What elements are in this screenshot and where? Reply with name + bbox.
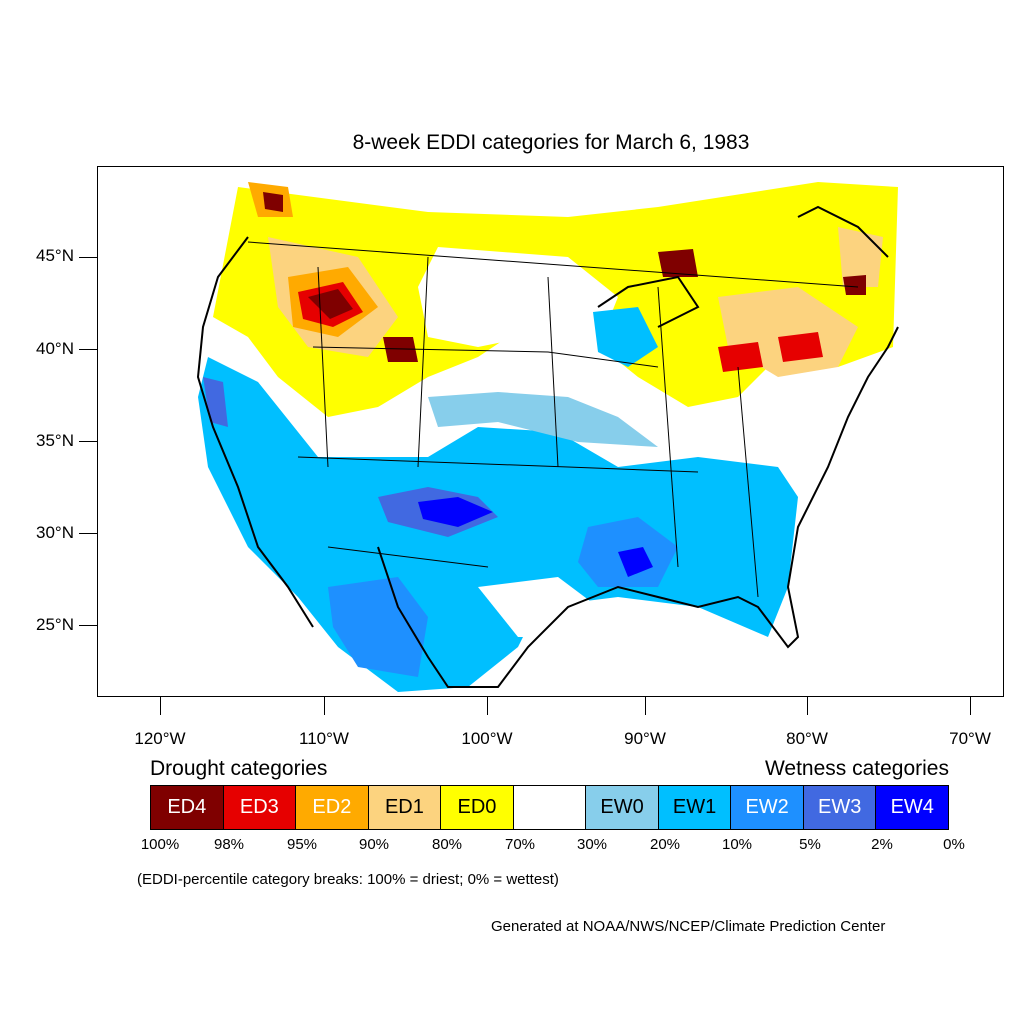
lat-tick xyxy=(79,441,97,442)
legend-box-ed1: ED1 xyxy=(368,786,442,829)
lon-tick xyxy=(487,697,488,715)
lat-label-45n: 45°N xyxy=(36,246,74,265)
lat-tick xyxy=(79,625,97,626)
lon-tick xyxy=(160,697,161,715)
region-ew4-mississippi xyxy=(618,547,653,577)
region-ed3-ny xyxy=(778,332,823,362)
percentile-label: 5% xyxy=(799,836,821,853)
lat-tick xyxy=(79,257,97,258)
map-plot-area xyxy=(97,166,1004,697)
legend-box-ed0: ED0 xyxy=(441,786,514,829)
wetness-categories-heading: Wetness categories xyxy=(764,757,949,780)
region-normal-northern-plains xyxy=(418,247,618,347)
credit-line: Generated at NOAA/NWS/NCEP/Climate Predi… xyxy=(491,918,886,935)
lat-tick xyxy=(79,349,97,350)
percentile-label: 70% xyxy=(504,836,536,853)
percentile-label: 100% xyxy=(140,836,180,853)
region-ew0-central xyxy=(428,392,658,447)
state-boundaries xyxy=(247,241,859,598)
percentile-label: 30% xyxy=(576,836,608,853)
lon-label-90w: 90°W xyxy=(624,729,666,748)
lat-label-40n: 40°N xyxy=(36,339,74,358)
coastlines xyxy=(196,205,899,688)
lon-tick xyxy=(970,697,971,715)
legend-box-ed2: ED2 xyxy=(296,786,369,829)
legend-box-ew4: EW4 xyxy=(876,786,949,829)
legend-box-ew3: EW3 xyxy=(803,786,877,829)
region-ed3-michigan xyxy=(718,342,763,372)
percentile-label: 95% xyxy=(286,836,318,853)
lon-label-110w: 110°W xyxy=(299,729,349,748)
category-breaks-note: (EDDI-percentile category breaks: 100% =… xyxy=(137,871,559,888)
legend-box-ed3: ED3 xyxy=(223,786,297,829)
region-ed4-ontario xyxy=(658,249,698,277)
map-title: 8-week EDDI categories for March 6, 1983 xyxy=(352,131,750,154)
lon-tick xyxy=(645,697,646,715)
percentile-label: 0% xyxy=(943,836,965,853)
legend-box-normal xyxy=(513,786,587,829)
percentile-label: 98% xyxy=(213,836,245,853)
percentile-label: 10% xyxy=(721,836,753,853)
legend-box-ew0: EW0 xyxy=(586,786,659,829)
lon-tick xyxy=(807,697,808,715)
region-ew0-gulf xyxy=(478,577,598,637)
region-ew1-great-lakes xyxy=(593,307,658,367)
percentile-label: 90% xyxy=(358,836,390,853)
lon-label-120w: 120°W xyxy=(134,729,186,748)
lat-label-30n: 30°N xyxy=(36,523,74,542)
legend-box-ew2: EW2 xyxy=(731,786,804,829)
region-ed4-bc xyxy=(263,192,283,212)
lat-label-35n: 35°N xyxy=(36,431,74,450)
lon-tick xyxy=(324,697,325,715)
lon-label-80w: 80°W xyxy=(786,729,828,748)
percentile-label: 80% xyxy=(431,836,463,853)
region-ed4-quebec xyxy=(843,275,866,295)
percentile-label: 20% xyxy=(649,836,681,853)
region-ew2-southwest xyxy=(328,577,428,677)
lon-label-100w: 100°W xyxy=(461,729,513,748)
percentile-label: 2% xyxy=(871,836,893,853)
lat-tick xyxy=(79,533,97,534)
legend-colorbar: ED4 ED3 ED2 ED1 ED0 EW0 EW1 EW2 EW3 EW4 xyxy=(150,785,949,830)
legend-box-ew1: EW1 xyxy=(658,786,732,829)
region-ed3-wyoming xyxy=(383,337,418,362)
region-ew4-oklahoma xyxy=(418,497,493,527)
drought-categories-heading: Drought categories xyxy=(150,757,328,780)
lon-label-70w: 70°W xyxy=(949,729,991,748)
lat-label-25n: 25°N xyxy=(36,615,74,634)
eddi-map xyxy=(193,182,899,696)
legend-box-ed4: ED4 xyxy=(151,786,224,829)
